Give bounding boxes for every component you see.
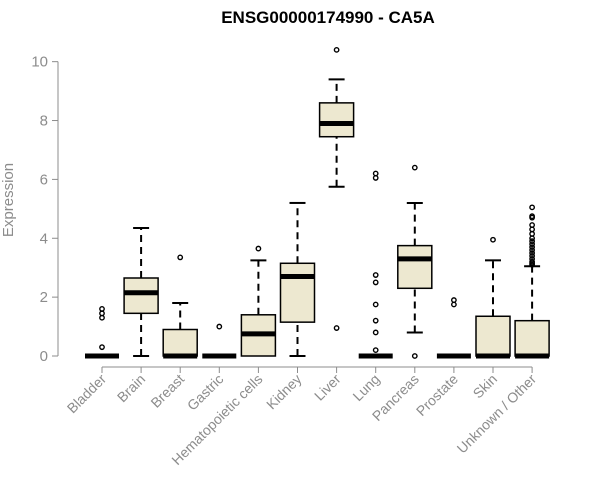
outlier-point xyxy=(372,329,379,336)
y-tick-label: 0 xyxy=(40,348,48,365)
outlier-point xyxy=(372,279,379,286)
outlier-point xyxy=(372,347,379,354)
box-body xyxy=(123,277,159,315)
box-body xyxy=(514,319,550,357)
chart-title: ENSG00000174990 - CA5A xyxy=(221,8,435,27)
box-prostate xyxy=(436,297,471,359)
box-brain xyxy=(123,226,159,357)
outlier-point xyxy=(529,241,535,248)
box-breast xyxy=(162,254,198,359)
outlier-point xyxy=(333,325,340,331)
outlier-point xyxy=(411,164,418,171)
outlier-point xyxy=(372,301,379,308)
outlier-point xyxy=(216,323,223,330)
y-axis-label: Expression xyxy=(0,163,17,237)
outlier-point xyxy=(372,175,379,181)
outlier-point xyxy=(529,214,535,221)
box-kidney xyxy=(279,201,316,357)
outlier-point xyxy=(333,46,340,53)
outlier-point xyxy=(529,247,535,253)
outlier-point xyxy=(529,235,535,242)
y-tick-label: 2 xyxy=(40,289,48,306)
x-tick-label: Breast xyxy=(147,371,187,411)
box-lung xyxy=(358,170,393,359)
x-tick-label: Lung xyxy=(349,371,382,404)
box-body xyxy=(318,102,355,138)
outlier-point xyxy=(177,254,184,261)
outlier-point xyxy=(529,244,535,250)
outlier-point xyxy=(99,314,105,321)
outlier-point xyxy=(529,204,535,211)
x-tick-label: Kidney xyxy=(263,371,305,413)
box-liver xyxy=(318,46,355,331)
box-body xyxy=(397,244,433,290)
outlier-point xyxy=(411,353,418,359)
x-tick-label: Brain xyxy=(114,371,148,405)
box-body xyxy=(475,315,511,357)
box-skin xyxy=(475,236,511,359)
box-series xyxy=(85,46,550,359)
outlier-point xyxy=(450,301,457,308)
outlier-point xyxy=(372,272,379,278)
y-tick-label: 6 xyxy=(40,171,48,188)
y-axis: 0 2 4 6 8 10 xyxy=(31,54,59,365)
box-unknown-other xyxy=(514,204,550,359)
box-body xyxy=(279,262,316,323)
box-gastric xyxy=(202,323,237,359)
box-pancreas xyxy=(397,164,433,359)
box-body xyxy=(162,328,198,357)
outlier-point xyxy=(529,238,535,245)
y-tick-label: 4 xyxy=(40,230,48,247)
outlier-point xyxy=(372,317,379,324)
x-tick-label: Bladder xyxy=(64,371,110,417)
outlier-point xyxy=(529,250,535,256)
x-tick-label: Skin xyxy=(470,371,501,402)
outlier-point xyxy=(529,261,535,268)
outlier-point xyxy=(99,344,105,351)
outlier-point xyxy=(490,236,496,243)
outlier-point xyxy=(255,245,262,252)
x-tick-label: Liver xyxy=(311,371,344,404)
outlier-point xyxy=(529,253,535,259)
box-hematopoietic-cells xyxy=(240,245,277,357)
box-bladder xyxy=(85,306,119,359)
y-tick-label: 8 xyxy=(40,113,48,130)
y-tick-label: 10 xyxy=(31,54,48,71)
x-tick-label: Prostate xyxy=(413,371,461,419)
